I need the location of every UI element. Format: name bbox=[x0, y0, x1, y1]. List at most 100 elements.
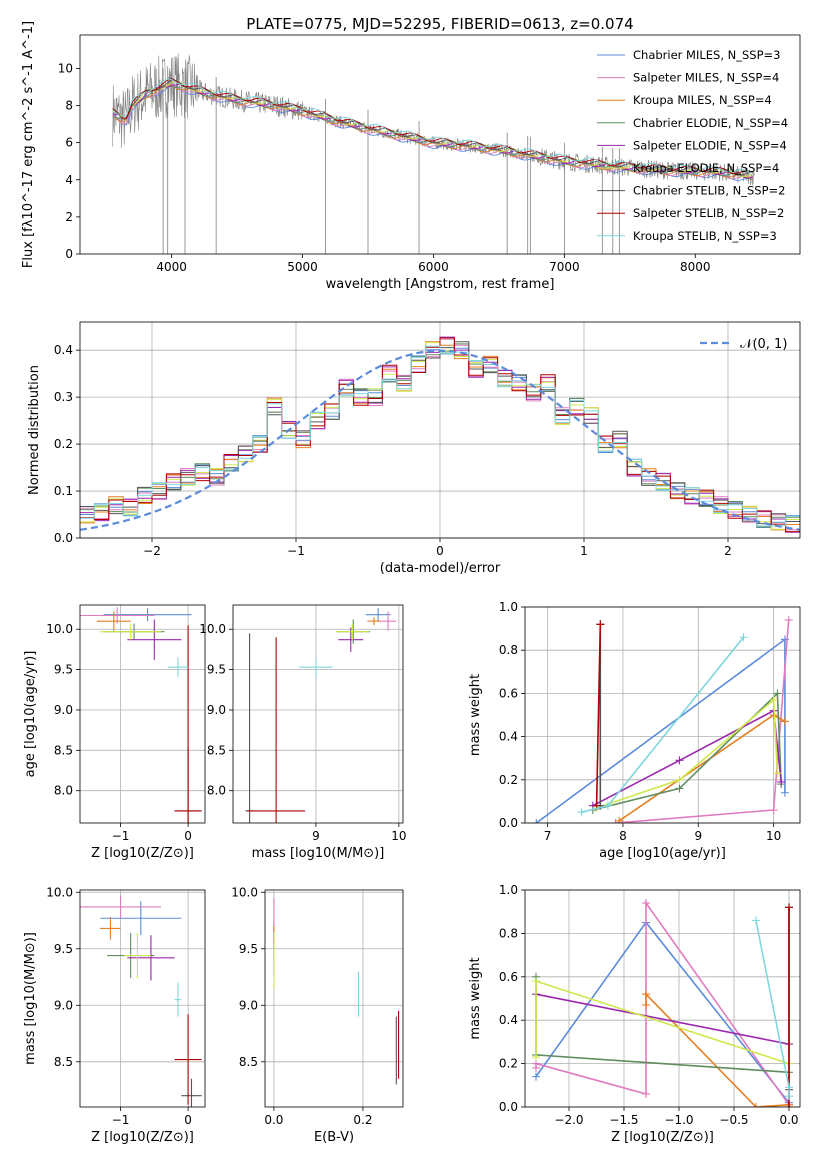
x-axis-label: E(B-V) bbox=[314, 1130, 354, 1145]
x-tick-label: 6000 bbox=[418, 260, 449, 274]
x-axis-label: age [log10(age/yr)] bbox=[599, 846, 726, 861]
mass-weight-line-kroupa-miles bbox=[645, 992, 790, 1107]
y-tick-label: 2 bbox=[65, 210, 73, 224]
y-tick-label: 4 bbox=[65, 173, 73, 187]
data-point-marker bbox=[577, 808, 586, 817]
y-tick-label: 0.2 bbox=[499, 773, 518, 787]
data-point-marker bbox=[675, 756, 684, 765]
mass-weight-line-salpeter-elodie bbox=[535, 993, 790, 1045]
data-point-marker bbox=[773, 769, 782, 778]
plot-frame bbox=[79, 604, 206, 824]
data-point-marker bbox=[642, 899, 650, 908]
y-tick-label: 9.0 bbox=[239, 998, 258, 1012]
data-point-marker bbox=[642, 1089, 650, 1098]
data-point-marker bbox=[773, 689, 782, 698]
mass-weight-line-salpeter-stelib bbox=[595, 624, 602, 806]
x-tick-label: 8000 bbox=[680, 260, 711, 274]
y-axis-label: mass weight bbox=[468, 674, 483, 756]
y-tick-label: 0.1 bbox=[54, 484, 73, 498]
data-point-marker bbox=[532, 819, 541, 823]
legend-entry: Salpeter STELIB, N_SSP=2 bbox=[633, 206, 784, 220]
plot-frame bbox=[524, 889, 801, 1108]
normal-distribution-curve bbox=[79, 349, 801, 531]
x-tick-label: 2 bbox=[724, 544, 732, 558]
plot-frame bbox=[524, 606, 801, 824]
data-point-marker bbox=[785, 1092, 793, 1101]
y-tick-label: 0.4 bbox=[54, 343, 73, 357]
y-tick-label: 8.0 bbox=[207, 784, 226, 798]
plot-frame bbox=[79, 34, 801, 255]
y-tick-label: 0.0 bbox=[54, 531, 73, 545]
y-tick-label: 1.0 bbox=[499, 883, 518, 897]
data-point-marker bbox=[675, 784, 684, 793]
data-point-marker bbox=[596, 620, 605, 629]
legend-entry: Kroupa STELIB, N_SSP=3 bbox=[633, 229, 777, 243]
data-point-marker bbox=[785, 1103, 793, 1107]
x-tick-label: −2.0 bbox=[554, 1113, 583, 1127]
plot-frame bbox=[232, 604, 404, 824]
y-axis-label: Flux [fλ10^-17 erg cm^-2 s^-1 A^-1] bbox=[21, 21, 36, 268]
model-spectrum-salpeter-miles bbox=[112, 83, 754, 180]
data-point-marker bbox=[752, 916, 760, 925]
data-point-marker bbox=[615, 816, 624, 823]
plot-frame bbox=[264, 889, 404, 1108]
legend-entry: Kroupa MILES, N_SSP=4 bbox=[633, 93, 772, 107]
mass-weight-line-kroupa-miles bbox=[618, 714, 786, 822]
y-tick-label: 1.0 bbox=[499, 600, 518, 614]
data-point-marker bbox=[739, 633, 748, 642]
chart-title: PLATE=0775, MJD=52295, FIBERID=0613, z=0… bbox=[246, 15, 633, 33]
y-tick-label: 0.6 bbox=[499, 970, 518, 984]
mass-weight-line-salpeter-elodie bbox=[592, 709, 782, 807]
x-tick-label: 10 bbox=[391, 829, 406, 843]
data-point-marker bbox=[769, 806, 778, 815]
data-point-marker bbox=[785, 1083, 793, 1092]
y-tick-label: 0.0 bbox=[499, 816, 518, 830]
x-tick-label: 0 bbox=[184, 1113, 192, 1127]
data-point-marker bbox=[532, 1053, 540, 1062]
y-tick-label: 9.5 bbox=[239, 942, 258, 956]
x-axis-label: Z [log10(Z/Z⊙)] bbox=[91, 1130, 194, 1145]
x-tick-label: −1 bbox=[112, 829, 130, 843]
y-tick-label: 8.0 bbox=[54, 784, 73, 798]
x-axis-label: Z [log10(Z/Z⊙)] bbox=[611, 1130, 714, 1145]
x-tick-label: 9 bbox=[694, 829, 702, 843]
y-tick-label: 8.5 bbox=[54, 743, 73, 757]
x-tick-label: 8 bbox=[619, 829, 627, 843]
model-spectrum-chabrier-stelib bbox=[112, 79, 753, 176]
data-point-marker bbox=[780, 788, 789, 797]
y-tick-label: 9.0 bbox=[54, 998, 73, 1012]
y-tick-label: 8.5 bbox=[54, 1055, 73, 1069]
x-tick-label: 7000 bbox=[549, 260, 580, 274]
plot-frame bbox=[79, 889, 206, 1108]
y-tick-label: 0 bbox=[65, 247, 73, 261]
y-tick-label: 8.5 bbox=[239, 1055, 258, 1069]
model-spectrum-chabrier-miles bbox=[112, 84, 753, 181]
x-axis-label: (data-model)/error bbox=[380, 561, 501, 576]
legend-entry: Chabrier STELIB, N_SSP=2 bbox=[633, 184, 785, 198]
y-tick-label: 6 bbox=[65, 136, 73, 150]
x-tick-label: −1 bbox=[287, 544, 305, 558]
data-point-marker bbox=[532, 1072, 540, 1081]
y-tick-label: 0.3 bbox=[54, 390, 73, 404]
legend-entry: Chabrier ELODIE, N_SSP=4 bbox=[633, 116, 788, 130]
x-axis-label: Z [log10(Z/Z⊙)] bbox=[91, 846, 194, 861]
data-point-marker bbox=[784, 615, 793, 624]
y-tick-label: 9.0 bbox=[207, 703, 226, 717]
data-point-marker bbox=[675, 775, 684, 784]
data-point-marker bbox=[777, 777, 786, 786]
legend-entry: Salpeter MILES, N_SSP=4 bbox=[633, 71, 779, 85]
model-spectrum-salpeter-stelib bbox=[112, 78, 754, 174]
data-point-marker bbox=[769, 695, 778, 704]
y-tick-label: 10.0 bbox=[231, 885, 258, 899]
histogram-salpeter-stelib bbox=[80, 337, 800, 533]
x-tick-label: 4000 bbox=[156, 260, 187, 274]
x-axis-label: wavelength [Angstrom, rest frame] bbox=[326, 277, 555, 292]
y-tick-label: 0.4 bbox=[499, 730, 518, 744]
y-tick-label: 10.0 bbox=[199, 622, 226, 636]
x-tick-label: 0.0 bbox=[264, 1113, 283, 1127]
y-tick-label: 0.6 bbox=[499, 686, 518, 700]
x-tick-label: 0.0 bbox=[779, 1113, 798, 1127]
data-point-marker bbox=[780, 717, 789, 726]
y-tick-label: 10.0 bbox=[46, 885, 73, 899]
